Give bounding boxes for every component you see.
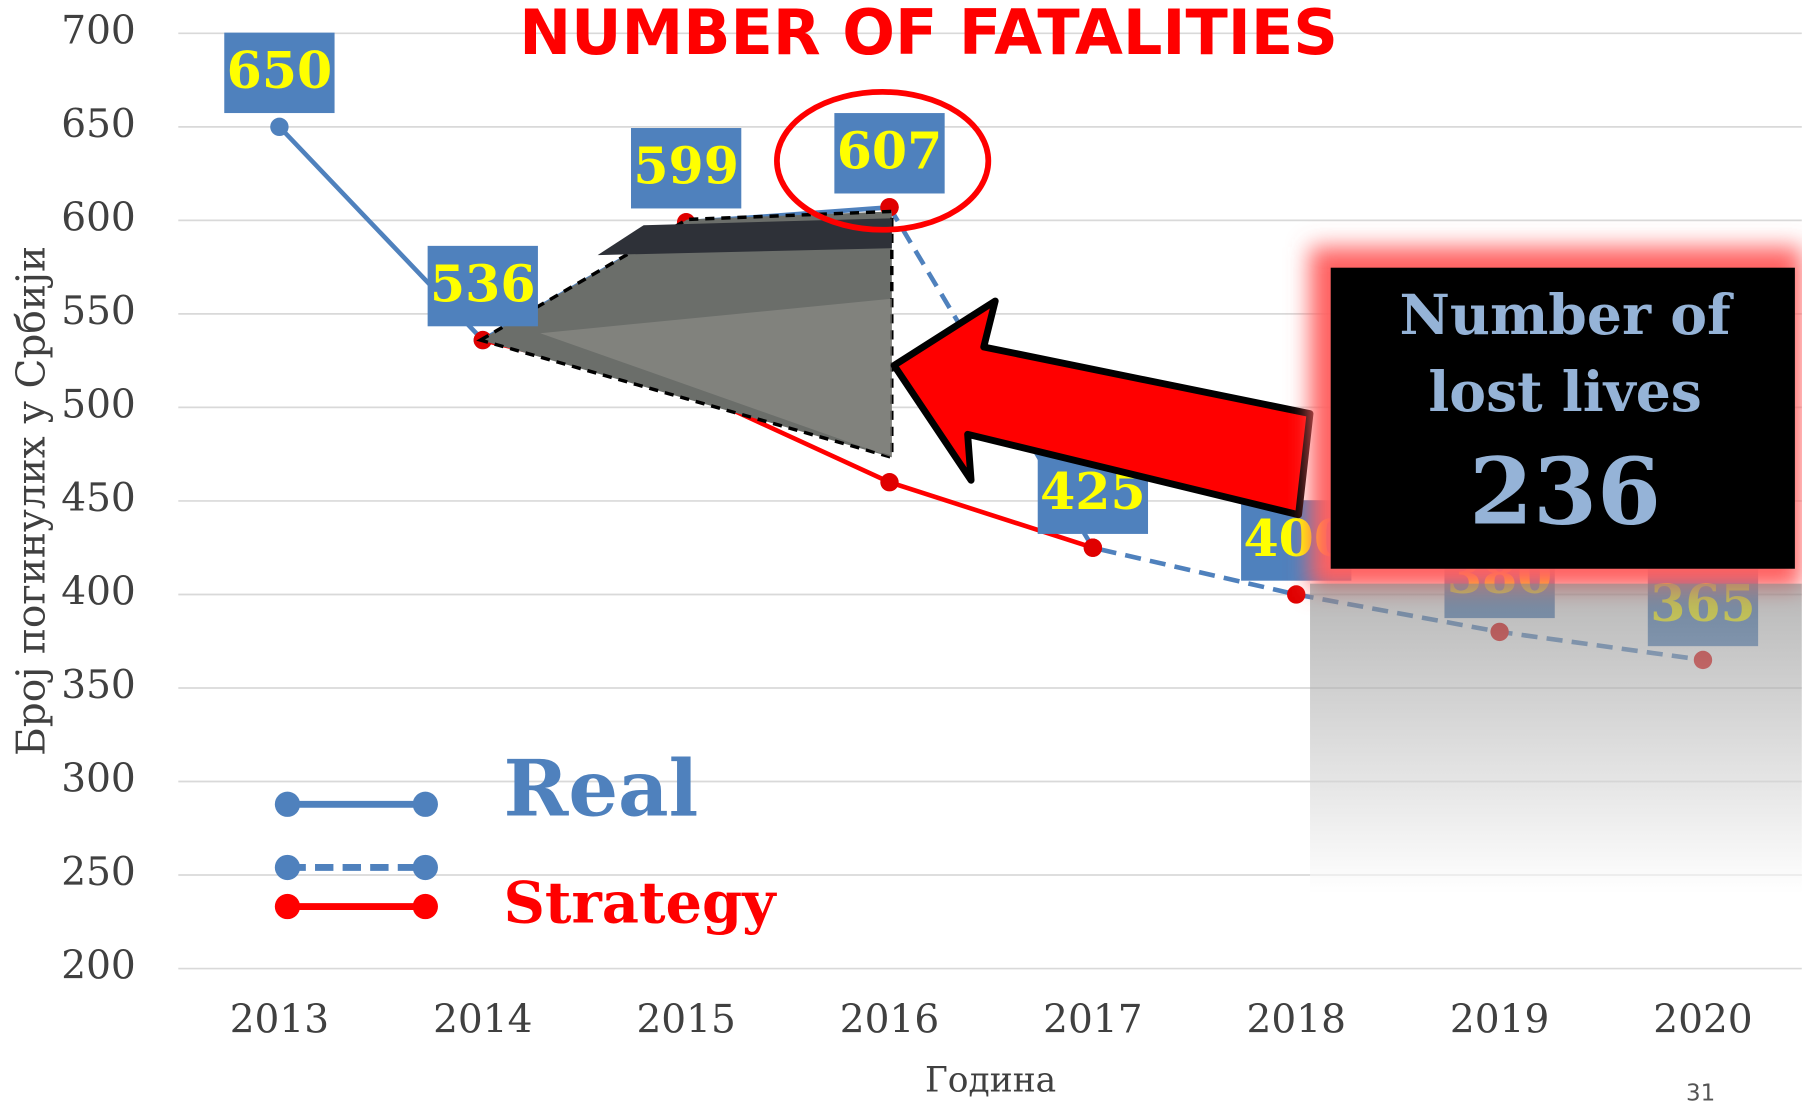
point: [880, 473, 899, 492]
x-tick-label: 2020: [1653, 998, 1752, 1043]
data-label-box: [224, 32, 335, 114]
photo-detail: [540, 298, 892, 458]
y-tick-label: 200: [61, 944, 136, 989]
x-tick-label: 2017: [1043, 998, 1142, 1043]
y-tick-label: 500: [61, 382, 136, 427]
x-tick-label: 2016: [840, 998, 939, 1043]
legend-marker: [274, 791, 301, 817]
data-label: 599: [633, 137, 739, 196]
x-axis-label: Година: [925, 1060, 1056, 1100]
y-tick-label: 250: [61, 850, 136, 895]
x-tick-label: 2019: [1450, 998, 1549, 1043]
callout-box: [1330, 267, 1795, 569]
page-number: 31: [1686, 1080, 1715, 1103]
data-label-box: [427, 245, 538, 327]
legend-marker: [412, 854, 438, 881]
y-tick-label: 600: [61, 195, 136, 240]
point: [270, 117, 289, 137]
chart-title: NUMBER OF FATALITIES: [519, 0, 1338, 69]
y-axis-label: Број погинулих у Србији: [10, 246, 55, 756]
legend-marker: [412, 791, 438, 817]
x-tick-label: 2018: [1247, 998, 1346, 1043]
callout-reflection: [1310, 583, 1802, 894]
data-label: 536: [430, 254, 536, 313]
arrow: [890, 297, 1314, 519]
data-label: 607: [837, 122, 943, 181]
data-label: 650: [227, 41, 333, 100]
legend-marker: [412, 893, 438, 920]
callout-value: 236: [1469, 438, 1661, 546]
x-tick-label: 2015: [636, 998, 735, 1043]
x-tick-label: 2013: [230, 998, 329, 1043]
callout-text: Number of: [1399, 283, 1734, 348]
y-tick-label: 650: [61, 102, 136, 147]
data-label-box: [630, 128, 742, 209]
point: [1287, 585, 1306, 604]
data-label-box: [834, 113, 945, 194]
y-tick-label: 300: [61, 757, 136, 802]
y-tick-label: 550: [61, 289, 136, 334]
legend-label: Real: [503, 744, 698, 835]
callout-text: lost lives: [1428, 360, 1702, 425]
legend-label: Strategy: [503, 869, 777, 937]
point: [1083, 538, 1103, 557]
y-tick-label: 400: [61, 569, 136, 614]
x-tick-label: 2014: [433, 998, 532, 1043]
legend-marker: [274, 893, 301, 920]
y-tick-label: 350: [61, 663, 136, 708]
legend-marker: [274, 854, 301, 881]
y-tick-label: 700: [61, 8, 136, 53]
photo-detail: [597, 218, 892, 256]
y-tick-label: 450: [61, 476, 136, 521]
highlight-circle: [774, 89, 992, 233]
